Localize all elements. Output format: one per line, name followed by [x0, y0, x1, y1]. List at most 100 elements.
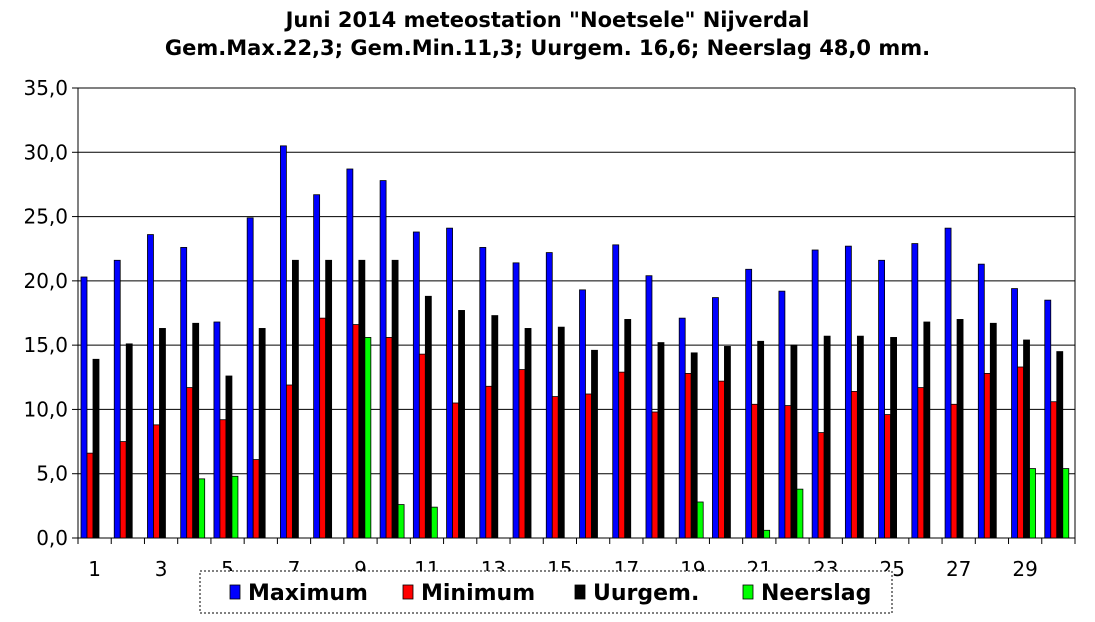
bar-minimum-day-11	[418, 353, 426, 539]
bar-minimum-day-2	[119, 441, 127, 539]
bar-maximum-day-6	[246, 217, 254, 539]
bar-minimum-day-6	[252, 459, 260, 539]
bar-neerslag-day-30	[1062, 468, 1070, 539]
bar-minimum-day-10	[385, 337, 393, 539]
bar-maximum-day-14	[512, 262, 520, 539]
legend-label: Maximum	[248, 581, 368, 606]
y-tick-label: 0,0	[36, 526, 68, 550]
bar-maximum-day-26	[911, 243, 919, 539]
bar-minimum-day-27	[950, 403, 958, 539]
bar-maximum-day-22	[778, 290, 786, 539]
y-tick-label: 20,0	[23, 269, 68, 293]
x-tick-label: 3	[155, 557, 168, 581]
bar-minimum-day-29	[1017, 366, 1024, 539]
y-tick-label: 10,0	[23, 397, 68, 421]
bar-minimum-day-3	[153, 424, 160, 539]
bar-minimum-day-30	[1050, 401, 1058, 539]
bar-maximum-day-16	[579, 289, 586, 539]
bar-maximum-day-21	[745, 268, 753, 539]
bar-uurgem-day-25	[890, 337, 897, 539]
bar-minimum-day-1	[86, 452, 94, 539]
bar-minimum-day-19	[684, 373, 692, 539]
legend-box	[199, 570, 893, 614]
y-tick-label: 5,0	[36, 462, 68, 486]
bar-uurgem-day-17	[624, 319, 632, 539]
legend-swatch	[229, 584, 241, 600]
legend: Maximum Minimum Uurgem. Neerslag	[199, 570, 893, 614]
bar-maximum-day-27	[944, 227, 952, 539]
bar-maximum-day-9	[346, 168, 354, 539]
bar-uurgem-day-2	[125, 343, 133, 539]
gridlines	[78, 87, 1075, 475]
bar-maximum-day-11	[412, 231, 420, 539]
bar-minimum-day-15	[551, 396, 559, 539]
bar-uurgem-day-14	[524, 328, 532, 539]
bar-uurgem-day-18	[657, 342, 665, 539]
bar-maximum-day-12	[446, 227, 453, 539]
bar-minimum-day-23	[817, 432, 825, 539]
bar-maximum-day-13	[479, 247, 487, 539]
bar-maximum-day-18	[645, 275, 653, 539]
bar-minimum-day-4	[186, 387, 194, 539]
bar-uurgem-day-6	[258, 328, 266, 539]
y-tick-label: 15,0	[23, 333, 68, 357]
bar-uurgem-day-24	[856, 335, 864, 539]
bar-uurgem-day-12	[458, 310, 465, 539]
bar-minimum-day-28	[983, 373, 991, 539]
legend-swatch	[574, 584, 586, 600]
chart-title: Juni 2014 meteostation "Noetsele" Nijver…	[285, 8, 810, 32]
bar-maximum-day-15	[545, 252, 553, 539]
bar-uurgem-day-20	[724, 346, 731, 539]
bar-uurgem-day-30	[1056, 351, 1064, 539]
bar-maximum-day-4	[180, 247, 188, 539]
bar-minimum-day-24	[850, 391, 858, 539]
bar-uurgem-day-19	[690, 352, 698, 539]
bar-maximum-day-2	[113, 259, 121, 539]
bar-uurgem-day-29	[1023, 339, 1030, 539]
x-tick-label: 1	[88, 557, 101, 581]
bar-uurgem-day-15	[557, 326, 565, 539]
x-tick-label: 27	[946, 557, 971, 581]
bar-neerslag-day-22	[796, 488, 804, 539]
bar-minimum-day-9	[352, 324, 360, 539]
bar-maximum-day-25	[878, 259, 885, 539]
bar-maximum-day-28	[977, 263, 985, 539]
bar-neerslag-day-21	[763, 529, 771, 539]
bar-minimum-day-25	[884, 414, 891, 539]
legend-swatch	[742, 584, 754, 600]
bar-neerslag-day-9	[364, 337, 372, 539]
bar-maximum-day-3	[147, 234, 154, 539]
legend-swatch	[402, 584, 414, 600]
bar-maximum-day-19	[678, 317, 686, 539]
legend-label: Neerslag	[761, 581, 871, 606]
bar-maximum-day-5	[213, 321, 221, 539]
bar-minimum-day-7	[285, 384, 293, 539]
bar-uurgem-day-26	[923, 321, 931, 539]
bar-neerslag-day-29	[1029, 468, 1036, 539]
x-tick-label: 29	[1012, 557, 1037, 581]
bar-uurgem-day-27	[956, 319, 964, 539]
bar-neerslag-day-19	[696, 501, 704, 539]
bar-minimum-day-26	[917, 387, 925, 539]
bar-maximum-day-7	[279, 145, 287, 539]
bar-neerslag-day-4	[198, 478, 206, 539]
bar-maximum-day-29	[1011, 288, 1018, 539]
chart-subtitle: Gem.Max.22,3; Gem.Min.11,3; Uurgem. 16,6…	[164, 36, 931, 60]
legend-label: Uurgem.	[593, 581, 699, 606]
y-axis: 0,0 5,0 10,0 15,0 20,0 25,0 30,0 35,0	[23, 76, 78, 550]
bar-minimum-day-17	[618, 371, 626, 539]
bar-minimum-day-18	[651, 411, 659, 539]
bar-uurgem-day-10	[391, 259, 399, 539]
bar-uurgem-day-16	[591, 349, 598, 539]
bar-minimum-day-5	[219, 419, 227, 539]
bar-maximum-day-30	[1044, 299, 1052, 539]
bar-minimum-day-21	[751, 403, 759, 539]
bar-minimum-day-8	[319, 317, 327, 539]
bar-minimum-day-12	[452, 402, 459, 539]
bar-uurgem-day-3	[159, 328, 166, 539]
y-tick-label: 35,0	[23, 76, 68, 100]
bar-uurgem-day-28	[989, 322, 997, 539]
bar-neerslag-day-10	[397, 504, 405, 539]
bar-maximum-day-24	[844, 245, 852, 539]
